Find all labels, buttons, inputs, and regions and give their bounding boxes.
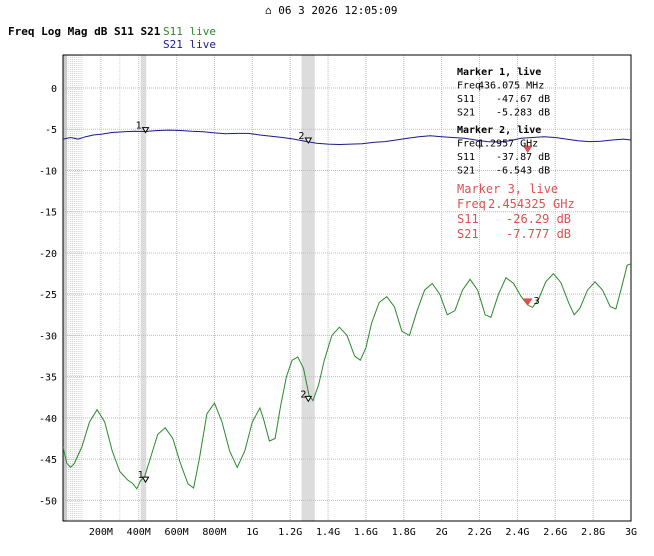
- marker-panel-title-1: Marker 1, live: [457, 66, 541, 78]
- x-tick-label: 2.4G: [505, 527, 529, 538]
- x-tick-label: 1G: [246, 527, 258, 538]
- s21-trace: [63, 129, 631, 146]
- y-tick-label: -15: [39, 208, 57, 219]
- y-tick-label: -35: [39, 373, 57, 384]
- marker-panel-s11-key-1: S11: [457, 94, 475, 105]
- header: ⌂ 06 3 2026 12:05:09: [0, 0, 654, 22]
- marker-panel-title-3: Marker 3, live: [457, 182, 558, 196]
- marker-panel-freq-key-2: Freq: [457, 139, 481, 150]
- y-tick-label: -5: [45, 125, 57, 136]
- x-tick-label: 3G: [625, 527, 637, 538]
- trace-format-title: Freq Log Mag dB S11 S21: [8, 25, 161, 38]
- y-tick-label: -20: [39, 249, 57, 260]
- s21-marker-label-1: 1: [136, 121, 142, 132]
- x-tick-label: 600M: [165, 527, 189, 538]
- y-tick-label: -40: [39, 414, 57, 425]
- marker-panel-s11-key-3: S11: [457, 212, 479, 226]
- legend-s11[interactable]: S11 live: [163, 25, 216, 38]
- marker-panel-s11-key-2: S11: [457, 152, 475, 163]
- timestamp-text: 06 3 2026 12:05:09: [278, 4, 398, 17]
- marker-panel-s11-3: -26.29 dB: [506, 212, 571, 226]
- marker-panel-s11-1: -47.67 dB: [496, 94, 550, 105]
- marker-panel-s21-1: -5.283 dB: [496, 108, 550, 119]
- s11-marker-2: [304, 395, 313, 403]
- marker-panel-s21-key-2: S21: [457, 166, 475, 177]
- s21-marker-1: [141, 127, 150, 134]
- home-icon[interactable]: ⌂: [265, 4, 272, 17]
- x-tick-label: 2.2G: [467, 527, 491, 538]
- y-tick-label: -45: [39, 455, 57, 466]
- x-tick-label: 1.4G: [316, 527, 340, 538]
- marker-panel-freq-2: 1.2957 GHz: [478, 139, 538, 150]
- marker-band-2: [301, 55, 315, 521]
- x-tick-label: 200M: [89, 527, 113, 538]
- marker-panel-freq-key-3: Freq: [457, 197, 486, 211]
- x-tick-label: 2.6G: [543, 527, 567, 538]
- y-tick-label: -25: [39, 290, 57, 301]
- y-tick-label: -50: [39, 496, 57, 507]
- x-tick-label: 2G: [436, 527, 448, 538]
- x-tick-label: 800M: [202, 527, 226, 538]
- x-tick-label: 1.6G: [354, 527, 378, 538]
- legend-s21[interactable]: S21 live: [163, 38, 216, 51]
- marker-panel-s11-2: -37.87 dB: [496, 152, 550, 163]
- marker-panel-s21-key-1: S21: [457, 108, 475, 119]
- s11-marker-label-1: 1: [138, 470, 144, 481]
- marker-panel-s21-2: -6.543 dB: [496, 166, 550, 177]
- marker-panel-freq-1: 436.075 MHz: [478, 81, 544, 92]
- x-tick-label: 400M: [127, 527, 151, 538]
- y-tick-label: -30: [39, 331, 57, 342]
- s11-marker-3: [522, 298, 533, 306]
- s11-marker-label-2: 2: [300, 389, 306, 400]
- plot-area: [63, 55, 631, 521]
- s21-marker-2: [304, 137, 313, 144]
- marker-panel-title-2: Marker 2, live: [457, 124, 541, 136]
- marker-panel-freq-3: 2.454325 GHz: [488, 197, 575, 211]
- marker-band-1: [140, 55, 147, 521]
- x-tick-label: 2.8G: [581, 527, 605, 538]
- marker-panel-s21-key-3: S21: [457, 227, 479, 241]
- x-tick-label: 1.8G: [392, 527, 416, 538]
- plot-frame: [62, 54, 632, 522]
- marker-panel-s21-3: -7.777 dB: [506, 227, 571, 241]
- s21-marker-label-2: 2: [298, 131, 304, 142]
- s11-marker-label-3: 3: [534, 296, 540, 307]
- y-tick-label: 0: [51, 84, 57, 95]
- y-tick-label: -10: [39, 166, 57, 177]
- timestamp: ⌂ 06 3 2026 12:05:09: [265, 4, 397, 17]
- x-tick-label: 1.2G: [278, 527, 302, 538]
- s21-marker-3: [522, 145, 533, 154]
- marker-panel-freq-key-1: Freq: [457, 81, 481, 92]
- s11-marker-1: [141, 476, 150, 484]
